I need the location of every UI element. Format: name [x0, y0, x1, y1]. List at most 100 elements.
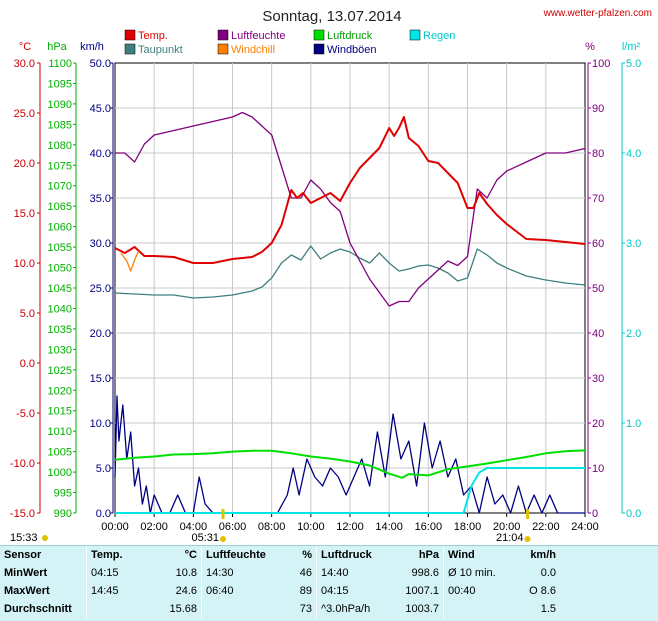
y-tick-label-pressure: 1095: [48, 78, 72, 90]
stats-header-sensor: Sensor: [4, 549, 42, 561]
sunset-time: 21:04: [496, 532, 524, 542]
legend-label: Luftdruck: [327, 30, 373, 42]
y-tick-label-wind: 40.0: [90, 148, 111, 160]
y-tick-label-humidity: 60: [592, 238, 604, 250]
y-tick-label-temp: 5.0: [20, 308, 35, 320]
y-tick-label-wind: 0.0: [96, 508, 111, 520]
y-tick-label-pressure: 1030: [48, 344, 72, 356]
stats-value: 14:40: [316, 564, 395, 582]
series-line-regen: [115, 467, 585, 514]
y-tick-label-humidity: 50: [592, 283, 604, 295]
y-tick-label-humidity: 0: [592, 508, 598, 520]
y-tick-label-pressure: 1025: [48, 365, 72, 377]
y-tick-label-pressure: 990: [54, 508, 72, 520]
y-tick-label-humidity: 30: [592, 373, 604, 385]
y-tick-label-temp: 15.0: [14, 208, 35, 220]
y-tick-label-humidity: 80: [592, 148, 604, 160]
stats-value: 89: [299, 585, 312, 597]
legend-swatch: [217, 43, 229, 55]
y-tick-label-pressure: 1050: [48, 263, 72, 275]
y-tick-label-humidity: 10: [592, 463, 604, 475]
sun-icon: [220, 536, 227, 542]
x-tick-label: 02:00: [140, 521, 168, 533]
stats-row-min: MinWert 04:15 10.8 14:30 46 14:40 998.6 …: [0, 564, 560, 582]
y-tick-label-temp: -5.0: [16, 408, 35, 420]
chart-title: Sonntag, 13.07.2014: [262, 8, 401, 25]
y-tick-label-wind: 5.0: [96, 463, 111, 475]
y-tick-label-wind: 20.0: [90, 328, 111, 340]
sunrise-time: 05:31: [192, 532, 220, 542]
stats-value: O 8.6: [529, 585, 556, 597]
series-line-temp: [114, 116, 586, 264]
y-tick-label-pressure: 1055: [48, 242, 72, 254]
y-tick-label-humidity: 40: [592, 328, 604, 340]
stats-header-temp: Temp.: [86, 546, 145, 564]
x-tick-label: 24:00: [571, 521, 599, 533]
stats-value: 04:15: [86, 564, 145, 582]
legend-swatch: [217, 29, 229, 41]
stats-label: Durchschnitt: [4, 603, 72, 615]
legend-swatch: [313, 43, 325, 55]
y-tick-label-pressure: 1000: [48, 467, 72, 479]
y-tick-label-rain: 5.0: [626, 58, 641, 70]
y-tick-label-rain: 0.0: [626, 508, 641, 520]
series-line-luftdruck: [114, 449, 586, 479]
y-tick-label-pressure: 1100: [48, 58, 72, 70]
statistics-panel: Sensor Temp. °C Luftfeuchte % Luftdruck …: [0, 545, 658, 621]
site-link[interactable]: www.wetter-pfalzen.com: [543, 8, 652, 19]
x-tick-label: 22:00: [532, 521, 560, 533]
stats-value: Ø 10 min.: [443, 564, 512, 582]
statistics-table: Sensor Temp. °C Luftfeuchte % Luftdruck …: [0, 546, 560, 618]
y-tick-label-temp: -10.0: [10, 458, 35, 470]
y-tick-label-pressure: 1005: [48, 447, 72, 459]
y-tick-label-pressure: 1045: [48, 283, 72, 295]
stats-value: 04:15: [316, 582, 395, 600]
stats-header-row: Sensor Temp. °C Luftfeuchte % Luftdruck …: [0, 546, 560, 564]
x-tick-label: 16:00: [415, 521, 443, 533]
sun-times: 05:31 21:04 15:33: [10, 509, 531, 542]
stats-row-average: Durchschnitt 15.68 73 ^3.0hPa/h 1003.7 1…: [0, 600, 560, 618]
stats-value: 24.6: [175, 585, 197, 597]
series-line-taupunkt: [114, 245, 586, 299]
y-tick-label-wind: 35.0: [90, 193, 111, 205]
sun-icon: [42, 535, 48, 541]
legend-label: Luftfeuchte: [231, 30, 285, 42]
sun-icon: [524, 536, 531, 542]
y-tick-label-pressure: 1065: [48, 201, 72, 213]
stats-value: 73: [299, 603, 312, 615]
x-tick-label: 00:00: [101, 521, 129, 533]
y-tick-label-humidity: 90: [592, 103, 604, 115]
series-line-windben: [114, 395, 585, 514]
y-tick-label-pressure: 1010: [48, 426, 72, 438]
stats-value: 14:45: [86, 582, 145, 600]
rain-unit: l/m²: [622, 41, 641, 53]
stats-value: 1007.1: [405, 585, 439, 597]
legend: Temp. Luftfeuchte Luftdruck Regen Taupunkt Wi…: [124, 29, 455, 56]
grid: [115, 63, 585, 513]
temp-unit: °C: [19, 41, 31, 53]
y-tick-label-pressure: 1015: [48, 406, 72, 418]
stats-value: 15.68: [169, 603, 197, 615]
y-tick-label-pressure: 1075: [48, 160, 72, 172]
stats-header-pressure-unit: hPa: [418, 549, 439, 561]
stats-value: [201, 600, 280, 618]
stats-value: 1003.7: [405, 603, 439, 615]
stats-header-humidity: Luftfeuchte: [201, 546, 280, 564]
y-tick-label-pressure: 1035: [48, 324, 72, 336]
stats-value: 46: [299, 567, 312, 579]
legend-label: Temp.: [138, 30, 168, 42]
y-tick-label-rain: 2.0: [626, 328, 641, 340]
stats-header-wind: Wind: [443, 546, 512, 564]
y-tick-label-rain: 3.0: [626, 238, 641, 250]
stats-value: [443, 600, 512, 618]
y-tick-label-wind: 45.0: [90, 103, 111, 115]
y-tick-label-rain: 1.0: [626, 418, 641, 430]
x-tick-label: 08:00: [258, 521, 286, 533]
y-tick-label-pressure: 1080: [48, 140, 72, 152]
y-tick-label-humidity: 100: [592, 58, 610, 70]
stats-row-max: MaxWert 14:45 24.6 06:40 89 04:15 1007.1…: [0, 582, 560, 600]
stats-header-humidity-unit: %: [302, 549, 312, 561]
y-tick-label-temp: 0.0: [20, 358, 35, 370]
axis-units: °C hPa km/h% l/m²: [19, 41, 641, 53]
y-tick-label-wind: 30.0: [90, 238, 111, 250]
